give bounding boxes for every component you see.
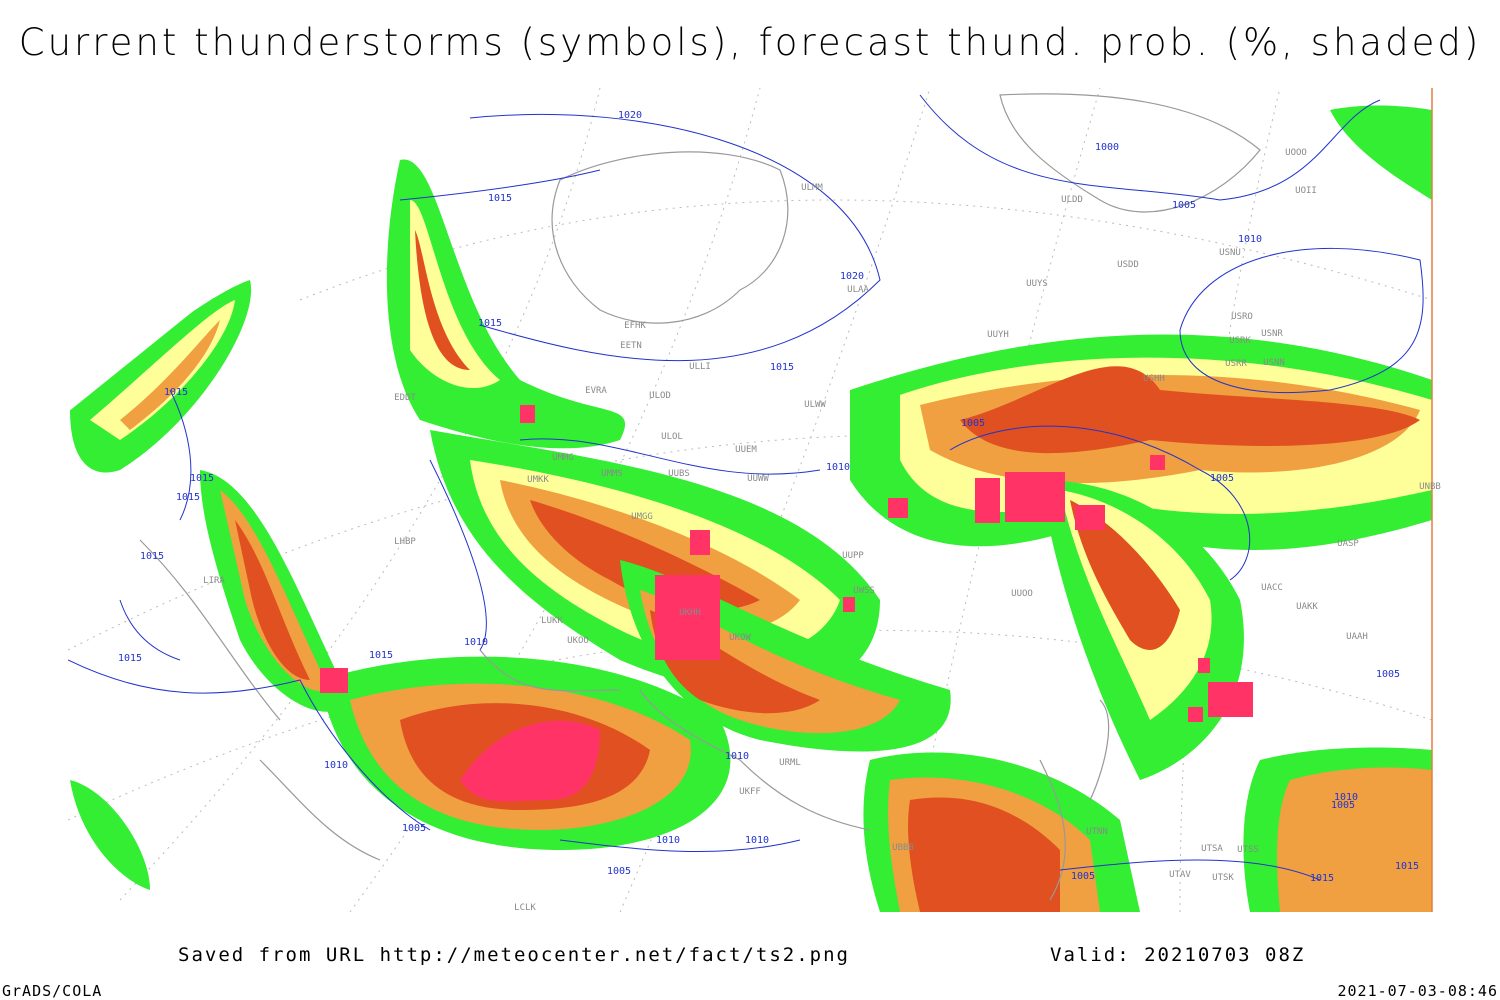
isobar-label: 1015	[770, 362, 794, 373]
station-code: UTAV	[1169, 870, 1191, 880]
station-code: UACC	[1261, 583, 1283, 593]
station-code: UAAH	[1346, 632, 1368, 642]
station-code: USHH	[1143, 374, 1165, 384]
station-code: UAKK	[1296, 602, 1318, 612]
isobars	[68, 94, 1424, 881]
station-code: LUKK	[541, 616, 563, 626]
station-code: USRO	[1231, 312, 1253, 322]
station-code: USRR	[1225, 359, 1247, 369]
isobar-label: 1015	[488, 193, 512, 204]
isobar-label: 1010	[656, 835, 680, 846]
station-code: USNR	[1261, 329, 1283, 339]
isobar-label: 1005	[1210, 473, 1234, 484]
station-code: UMGG	[631, 512, 653, 522]
station-code: EFHK	[624, 321, 646, 331]
station-code: UTSA	[1201, 844, 1223, 854]
station-code: LHBP	[394, 537, 416, 547]
isobar-label: 1005	[961, 418, 985, 429]
map-area	[68, 88, 1432, 912]
isobar-label: 1010	[464, 637, 488, 648]
station-code: LCLK	[514, 903, 536, 913]
station-code: LIRA	[203, 576, 225, 586]
isobar-label: 1010	[725, 751, 749, 762]
station-code: ULOD	[649, 391, 671, 401]
source-url: Saved from URL http://meteocenter.net/fa…	[178, 944, 850, 966]
station-code: UASP	[1337, 539, 1359, 549]
isobar-label: 1015	[176, 492, 200, 503]
valid-time: Valid: 20210703 08Z	[1050, 944, 1305, 966]
station-code: ULMM	[801, 183, 823, 193]
isobar-label: 1015	[1395, 861, 1419, 872]
station-code: USDD	[1117, 260, 1139, 270]
station-code: EVRA	[585, 386, 607, 396]
station-code: UTSS	[1237, 845, 1259, 855]
isobar-label: 1015	[478, 318, 502, 329]
station-code: UUYS	[1026, 279, 1048, 289]
station-code: EDDT	[394, 393, 416, 403]
isobar-label: 1010	[1334, 792, 1358, 803]
station-code: UMMG	[552, 453, 574, 463]
station-code: UBBB	[892, 843, 914, 853]
isobar-label: 1005	[1331, 800, 1355, 811]
isobar-label: 1000	[1095, 142, 1119, 153]
timestamp: 2021-07-03-08:46	[1338, 982, 1499, 1000]
isobar-label: 1010	[826, 462, 850, 473]
station-code: ULAA	[847, 285, 869, 295]
station-code: USNN	[1263, 358, 1285, 368]
station-code: UUPP	[842, 551, 864, 561]
station-code: UTSK	[1212, 873, 1234, 883]
station-code: UTNN	[1086, 827, 1108, 837]
station-code: UKFF	[739, 787, 761, 797]
station-code: UUWW	[747, 474, 769, 484]
station-code: UKOW	[729, 633, 751, 643]
isobar-label: 1015	[369, 650, 393, 661]
isobar-label: 1015	[118, 653, 142, 664]
station-code: UOOO	[1285, 148, 1307, 158]
isobar-label: 1005	[1172, 200, 1196, 211]
station-code: ULLI	[689, 362, 711, 372]
thunderstorm-symbols	[320, 405, 1253, 802]
isobar-label: 1015	[140, 551, 164, 562]
map-labels: 1020101510151020101510001005101010051005…	[118, 110, 1441, 913]
isobar-label: 1005	[1071, 871, 1095, 882]
isobar-label: 1015	[190, 473, 214, 484]
station-code: UUOO	[1011, 589, 1033, 599]
station-code: UUBS	[668, 469, 690, 479]
station-code: EETN	[620, 341, 642, 351]
station-code: USNU	[1219, 248, 1241, 258]
station-code: URML	[779, 758, 801, 768]
isobar-label: 1020	[840, 271, 864, 282]
isobar-label: 1005	[1376, 669, 1400, 680]
isobar-label: 1005	[607, 866, 631, 877]
station-code: ULDD	[1061, 195, 1083, 205]
station-code: UOII	[1295, 186, 1317, 196]
station-code: UWSS	[853, 586, 875, 596]
isobar-label: 1015	[1310, 873, 1334, 884]
isobar-label: 1010	[745, 835, 769, 846]
coastlines	[139, 93, 1261, 901]
station-code: UKOO	[567, 636, 589, 646]
station-code: UUYH	[987, 330, 1009, 340]
station-code: UMMS	[601, 469, 623, 479]
isobar-label: 1015	[164, 387, 188, 398]
station-code: UNBB	[1419, 482, 1441, 492]
station-code: USRK	[1229, 336, 1251, 346]
station-code: UMKK	[527, 475, 549, 485]
isobar-label: 1020	[618, 110, 642, 121]
software: GrADS/COLA	[2, 982, 102, 1000]
station-code: UUEM	[735, 445, 757, 455]
station-code: UKHH	[679, 608, 701, 618]
station-code: ULOL	[661, 432, 683, 442]
title: Current thunderstorms (symbols), forecas…	[19, 21, 1482, 64]
isobar-label: 1005	[402, 823, 426, 834]
isobar-label: 1010	[1238, 234, 1262, 245]
isobar-label: 1010	[324, 760, 348, 771]
station-code: ULWW	[804, 400, 826, 410]
